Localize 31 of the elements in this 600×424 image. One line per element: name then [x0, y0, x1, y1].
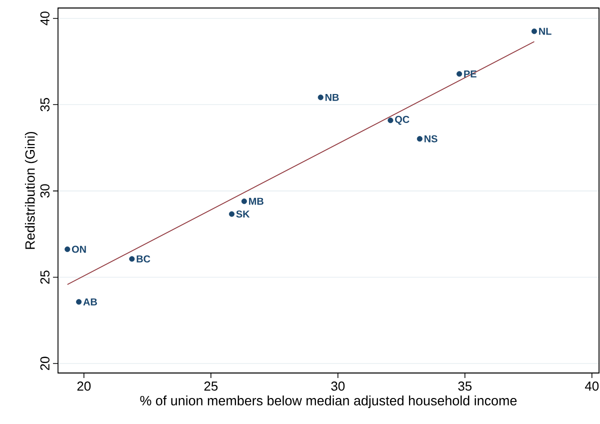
x-tick-label: 30 — [331, 382, 345, 391]
point — [388, 118, 394, 124]
x-tick-label: 35 — [458, 382, 472, 391]
point — [241, 198, 247, 204]
point — [129, 256, 135, 262]
annotation: ON — [72, 246, 86, 253]
annotation: MB — [249, 198, 264, 205]
point — [531, 28, 538, 34]
point — [318, 94, 324, 100]
annotation: SK — [236, 210, 250, 218]
point — [64, 246, 70, 252]
point — [416, 136, 422, 142]
annotation: NB — [325, 94, 339, 101]
y-tick-label: 25 — [40, 270, 50, 284]
annotation: NS — [424, 135, 438, 142]
y-tick-label: 30 — [40, 184, 50, 198]
y-tick-label: 40 — [40, 12, 50, 26]
point — [76, 299, 82, 305]
point — [228, 211, 235, 217]
y-tick-label: 35 — [40, 98, 50, 112]
annotation: NL — [539, 28, 552, 35]
y-tick-label: 20 — [40, 356, 50, 370]
x-axis-title: % of union members below median adjusted household income — [140, 396, 517, 408]
y-axis-title: Redistribution (Gini) — [24, 132, 38, 249]
annotation: QC — [395, 116, 410, 125]
x-tick-label: 20 — [77, 382, 91, 391]
annotation: AB — [83, 298, 97, 306]
point — [456, 71, 462, 77]
annotation: BC — [136, 255, 150, 262]
x-tick-label: 25 — [204, 382, 218, 391]
x-tick-label: 40 — [584, 382, 599, 391]
